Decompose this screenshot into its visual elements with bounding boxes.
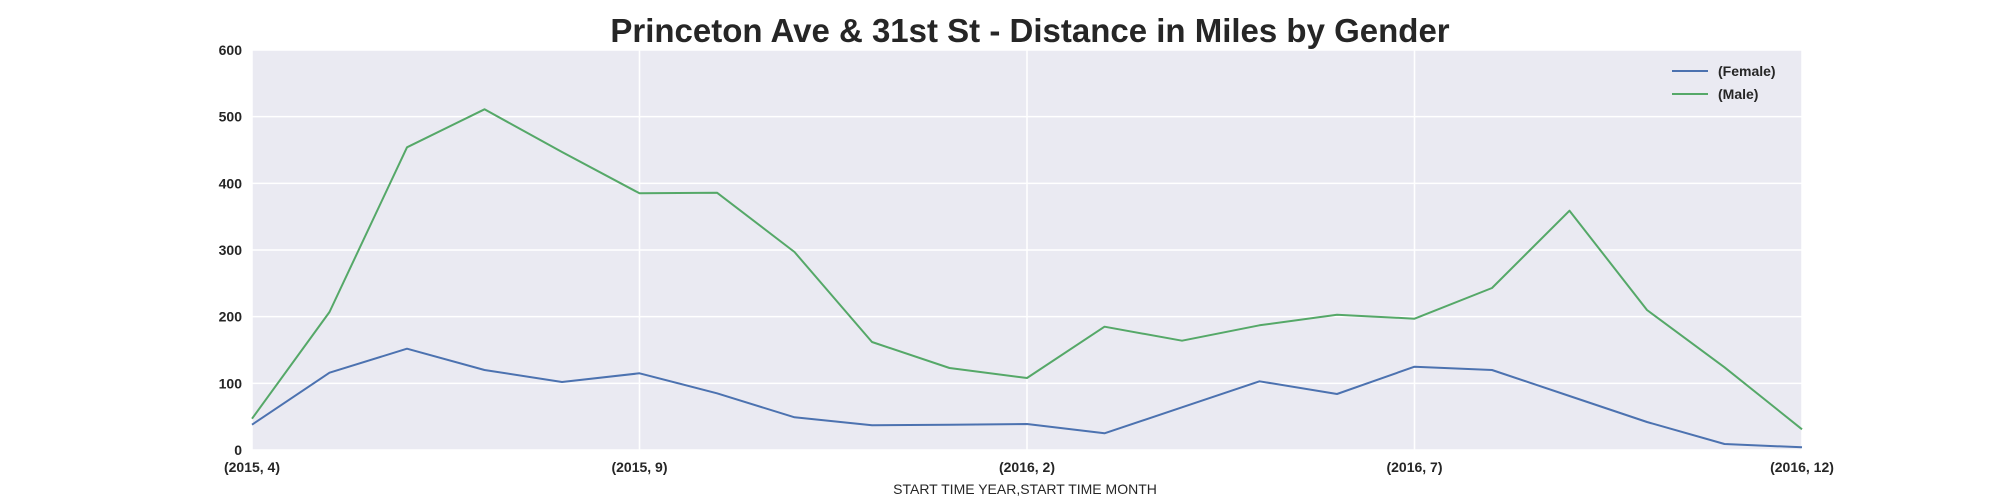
y-tick-label-4: 400 xyxy=(219,175,243,191)
x-tick-label-1: (2015, 9) xyxy=(611,459,667,475)
chart-title: Princeton Ave & 31st St - Distance in Mi… xyxy=(610,12,1449,49)
y-axis: 0 100 200 300 400 500 600 xyxy=(219,42,243,458)
x-tick-label-4: (2016, 12) xyxy=(1770,459,1834,475)
series-line-0 xyxy=(251,347,1803,449)
x-axis-label: START TIME YEAR,START TIME MONTH xyxy=(893,481,1157,497)
legend-label-1: (Male) xyxy=(1718,86,1758,102)
legend-label-0: (Female) xyxy=(1718,63,1776,79)
y-tick-label-6: 600 xyxy=(219,42,243,58)
y-tick-label-0: 0 xyxy=(234,442,242,458)
x-tick-label-0: (2015, 4) xyxy=(224,459,280,475)
x-axis: (2015, 4) (2015, 9) (2016, 2) (2016, 7) (201… xyxy=(224,459,1834,475)
series-line-1 xyxy=(251,108,1803,431)
y-tick-label-1: 100 xyxy=(219,375,243,391)
y-tick-label-2: 200 xyxy=(219,309,243,325)
x-tick-label-2: (2016, 2) xyxy=(999,459,1055,475)
y-tick-label-5: 500 xyxy=(219,109,243,125)
y-tick-label-3: 300 xyxy=(219,242,243,258)
grid-lines xyxy=(251,49,1803,451)
x-tick-label-3: (2016, 7) xyxy=(1386,459,1442,475)
legend: (Female) (Male) xyxy=(1672,63,1776,102)
series-lines xyxy=(251,108,1803,449)
